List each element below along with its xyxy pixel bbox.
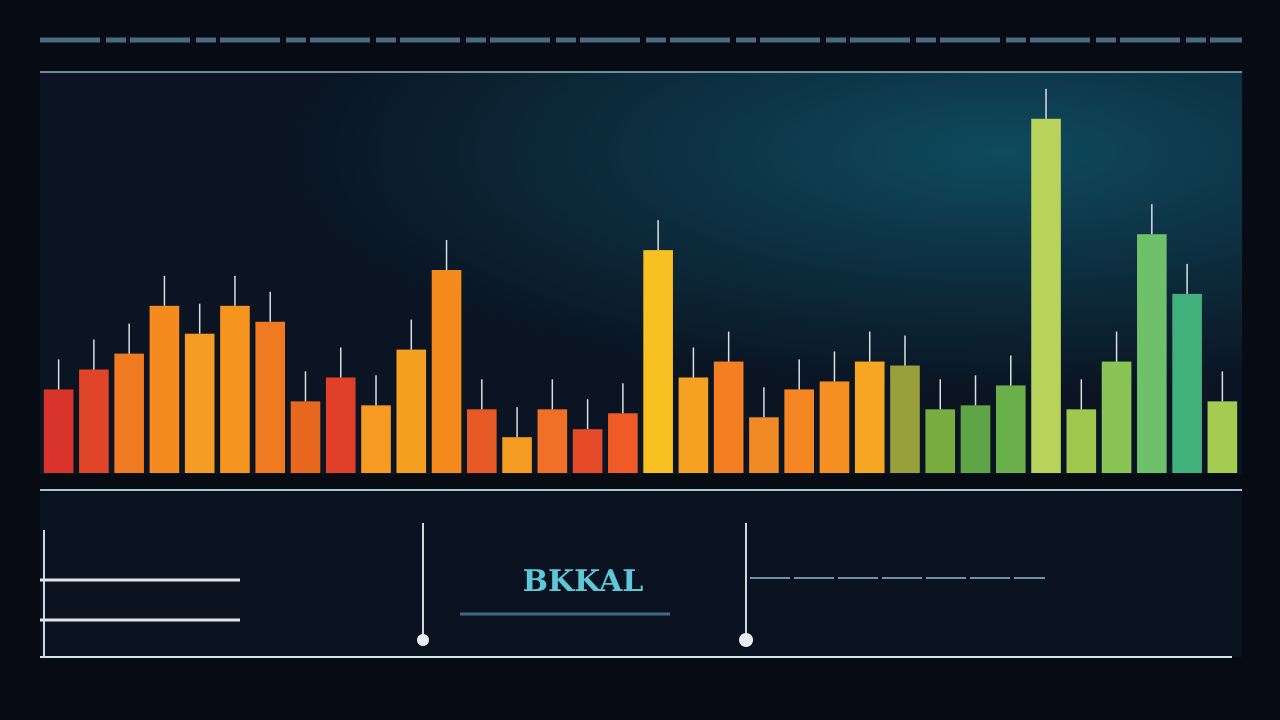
bar bbox=[149, 305, 180, 473]
bar bbox=[1207, 401, 1238, 473]
bar bbox=[396, 349, 427, 473]
bar bbox=[749, 417, 779, 473]
bar bbox=[1031, 118, 1061, 473]
bar bbox=[1101, 361, 1132, 473]
bar bbox=[678, 377, 709, 473]
node bbox=[417, 634, 429, 646]
bar bbox=[361, 405, 391, 473]
bar bbox=[572, 429, 603, 473]
bar bbox=[854, 361, 885, 473]
bar bbox=[1137, 234, 1167, 473]
title: BKKAL bbox=[523, 564, 644, 599]
bar bbox=[960, 405, 991, 473]
bar bbox=[290, 401, 321, 473]
bar bbox=[255, 321, 286, 473]
bar bbox=[537, 409, 568, 473]
node bbox=[739, 633, 753, 647]
bar bbox=[79, 369, 109, 473]
bar bbox=[643, 250, 673, 473]
bar bbox=[1066, 409, 1097, 473]
bar bbox=[43, 389, 74, 473]
bar bbox=[1172, 293, 1202, 473]
bar bbox=[184, 333, 215, 473]
bar bbox=[925, 409, 956, 473]
bar bbox=[220, 305, 250, 473]
bar bbox=[325, 377, 356, 473]
bar bbox=[890, 365, 920, 473]
bar bbox=[784, 389, 815, 473]
bar bbox=[608, 413, 638, 473]
bar bbox=[995, 385, 1026, 473]
bar bbox=[431, 270, 462, 473]
bottom-panel bbox=[40, 492, 1242, 657]
bar bbox=[466, 409, 497, 473]
bar bbox=[502, 437, 532, 473]
bar bbox=[713, 361, 744, 473]
bar bbox=[819, 381, 850, 473]
bar bbox=[114, 353, 144, 473]
